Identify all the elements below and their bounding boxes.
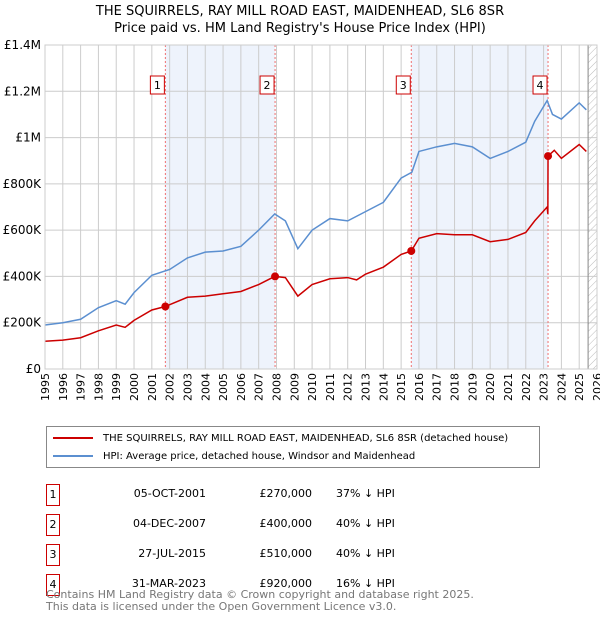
sale-date: 04-DEC-2007: [132, 517, 206, 530]
sale-point: [161, 302, 170, 311]
sale-date: 05-OCT-2001: [133, 487, 206, 500]
sale-price: £510,000: [259, 547, 313, 560]
sale-number: 1: [46, 484, 60, 506]
x-tick-label: 2014: [377, 373, 390, 401]
forecast-hatch: [588, 45, 597, 369]
x-tick-label: 2002: [164, 373, 177, 401]
x-tick-label: 2015: [395, 373, 408, 401]
series-line: [44, 143, 587, 342]
x-tick-label: 1995: [39, 373, 52, 401]
x-tick-label: 2008: [270, 373, 283, 401]
x-tick-label: 2009: [288, 373, 301, 401]
plot-border: [44, 44, 598, 370]
x-tick-label: 2007: [253, 373, 266, 401]
x-tick-label: 2024: [555, 373, 568, 401]
sale-hpi-diff: 16% ↓ HPI: [336, 577, 395, 590]
sale-date: 27-JUL-2015: [138, 547, 206, 560]
sale-row: 1 05-OCT-2001 £270,000 37% ↓ HPI: [46, 484, 446, 506]
x-tick-label: 2022: [520, 373, 533, 401]
legend: THE SQUIRRELS, RAY MILL ROAD EAST, MAIDE…: [46, 426, 540, 468]
sale-label-box: [259, 75, 275, 95]
sale-hpi-diff: 40% ↓ HPI: [336, 547, 395, 560]
sale-hpi-diff: 40% ↓ HPI: [336, 517, 395, 530]
x-tick-label: 1999: [110, 373, 123, 401]
sale-label: 4: [537, 79, 544, 92]
y-tick-label: £1.2M: [4, 84, 41, 98]
sale-label: 3: [400, 79, 407, 92]
x-tick-label: 2025: [573, 373, 586, 401]
sale-label-box: [149, 75, 165, 95]
sale-price: £400,000: [259, 517, 313, 530]
y-tick-label: £200K: [3, 316, 43, 330]
legend-item-property: THE SQUIRRELS, RAY MILL ROAD EAST, MAIDE…: [53, 430, 508, 446]
legend-label: THE SQUIRRELS, RAY MILL ROAD EAST, MAIDE…: [103, 432, 509, 444]
legend-label: HPI: Average price, detached house, Wind…: [103, 450, 416, 462]
sale-row: 2 04-DEC-2007 £400,000 40% ↓ HPI: [46, 514, 446, 536]
sale-point: [407, 246, 416, 255]
sale-label-box: [395, 75, 411, 95]
y-tick-label: £800K: [3, 177, 43, 191]
sale-row: 3 27-JUL-2015 £510,000 40% ↓ HPI: [46, 544, 446, 566]
y-tick-label: £1M: [15, 131, 41, 145]
sale-label-box: [532, 75, 548, 95]
x-tick-label: 2011: [324, 373, 337, 401]
x-tick-label: 1998: [92, 373, 105, 401]
x-tick-label: 2017: [431, 373, 444, 401]
sale-label: 2: [264, 79, 271, 92]
sale-point: [271, 272, 280, 281]
shaded-period: [165, 45, 276, 369]
sale-hpi-diff: 37% ↓ HPI: [336, 487, 395, 500]
sale-number: 3: [46, 544, 60, 566]
x-tick-label: 2006: [235, 373, 248, 401]
footer: Contains HM Land Registry data © Crown c…: [46, 589, 474, 613]
price-chart: 1995 1996 1997 1998 1999 2000 2001 2002 2003 2004…: [3, 38, 600, 401]
x-tick-label: 2023: [538, 373, 551, 401]
series-line: [44, 98, 587, 326]
sale-price: £920,000: [259, 577, 313, 590]
footer-line: This data is licensed under the Open Gov…: [46, 600, 397, 613]
sale-price: £270,000: [259, 487, 313, 500]
x-tick-label: 1996: [57, 373, 70, 401]
x-tick-label: 2020: [484, 373, 497, 401]
y-tick-label: £1.4M: [4, 38, 41, 52]
shaded-period: [411, 45, 549, 369]
y-tick-label: £0: [26, 362, 41, 376]
footer-line: Contains HM Land Registry data © Crown c…: [46, 588, 474, 601]
x-tick-label: 2016: [413, 373, 426, 401]
y-tick-label: £400K: [3, 269, 43, 283]
legend-item-hpi: HPI: Average price, detached house, Wind…: [53, 448, 415, 464]
x-tick-label: 2004: [199, 373, 212, 401]
x-tick-label: 1997: [75, 373, 88, 401]
x-tick-label: 2013: [360, 373, 373, 401]
y-tick-label: £600K: [3, 223, 43, 237]
x-tick-label: 2005: [217, 373, 230, 401]
sale-label: 1: [154, 79, 161, 92]
sale-point: [544, 152, 553, 161]
x-tick-label: 2001: [146, 373, 159, 401]
x-tick-label: 2003: [181, 373, 194, 401]
x-tick-label: 2000: [128, 373, 141, 401]
chart-title: THE SQUIRRELS, RAY MILL ROAD EAST, MAIDE…: [95, 4, 505, 19]
x-tick-label: 2012: [342, 373, 355, 401]
sale-date: 31-MAR-2023: [131, 577, 206, 590]
sale-row: 4 31-MAR-2023 £920,000 16% ↓ HPI: [46, 574, 446, 596]
sale-number: 2: [46, 514, 60, 536]
sale-number: 4: [46, 574, 60, 596]
x-tick-label: 2019: [466, 373, 479, 401]
x-tick-label: 2010: [306, 373, 319, 401]
x-tick-label: 2026: [591, 373, 600, 401]
x-tick-label: 2018: [449, 373, 462, 401]
chart-subtitle: Price paid vs. HM Land Registry's House …: [114, 21, 486, 36]
x-tick-label: 2021: [502, 373, 515, 401]
